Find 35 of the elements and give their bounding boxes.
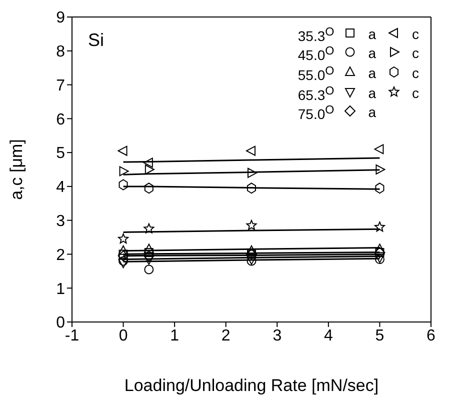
legend-label: a (368, 26, 376, 42)
annotation: 65.3$^{O}$ (298, 84, 334, 103)
y-axis-title: a,c [μm] (7, 139, 26, 200)
y-tick-label: 6 (56, 111, 66, 128)
y-tick-label: 3 (56, 213, 66, 230)
legend-label: a (368, 84, 376, 101)
annotation: 35.3$^{O}$ (298, 25, 334, 44)
annotation: 55.0$^{O}$ (298, 64, 334, 83)
legend-label: a (368, 45, 376, 62)
legend-label: c (412, 84, 419, 101)
annotation: 45.0$^{O}$ (298, 44, 334, 64)
annotation: 75.0$^{O}$ (298, 104, 334, 122)
legend-label: c (412, 26, 419, 42)
x-tick-label: 1 (170, 327, 180, 344)
y-tick-label: 1 (56, 280, 66, 298)
x-tick-label: 4 (324, 327, 333, 344)
x-tick-label: 5 (375, 327, 384, 344)
y-tick-label: 7 (56, 77, 66, 94)
legend-label: a (368, 104, 376, 120)
legend-label: a (368, 65, 376, 82)
x-axis-title: Loading/Unloading Rate [mN/sec] (124, 376, 379, 395)
legend-label: c (412, 65, 419, 82)
y-tick-label: 5 (56, 145, 66, 162)
y-tick-label: 9 (56, 10, 66, 27)
y-tick-label: 4 (56, 179, 66, 196)
legend-label: c (412, 45, 419, 62)
y-tick-label: 8 (56, 44, 66, 61)
y-tick-label: 0 (56, 314, 66, 332)
x-tick-label: 0 (118, 327, 128, 344)
x-tick-label: -1 (64, 327, 80, 344)
annotation: Si (88, 30, 104, 50)
x-tick-label: 3 (272, 327, 282, 344)
x-tick-label: 2 (221, 327, 230, 344)
y-tick-label: 2 (56, 246, 66, 264)
x-tick-label: 6 (426, 327, 436, 344)
